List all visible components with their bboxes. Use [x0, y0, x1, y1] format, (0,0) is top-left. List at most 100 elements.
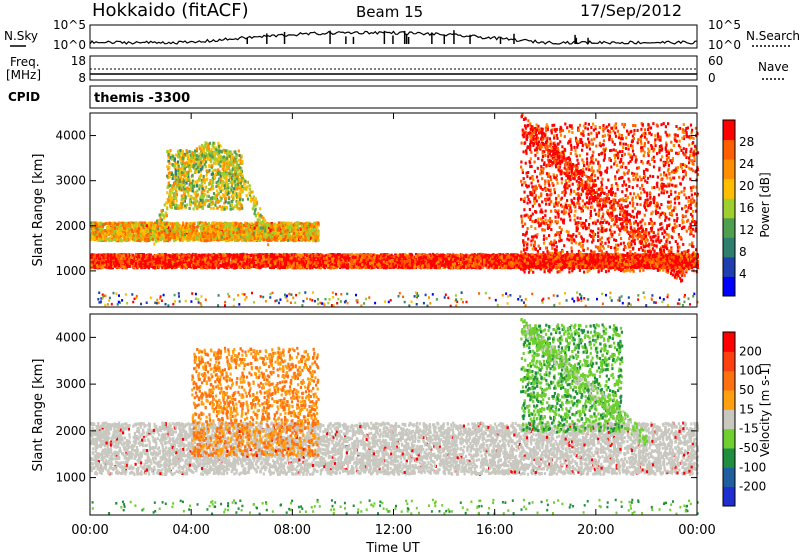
- data-cell: [214, 254, 217, 258]
- data-cell: [269, 265, 272, 269]
- freq-unit-label: [MHz]: [6, 68, 41, 82]
- data-cell: [511, 259, 514, 263]
- data-cell: [238, 254, 241, 258]
- data-cell: [494, 254, 497, 258]
- data-cell: [402, 263, 405, 267]
- data-cell: [673, 253, 676, 257]
- noise-tick-left-bottom: 10^0: [53, 38, 86, 52]
- data-cell: [509, 259, 512, 263]
- data-cell: [548, 266, 551, 270]
- data-cell: [467, 257, 470, 261]
- data-cell: [434, 264, 437, 268]
- data-cell: [121, 257, 124, 261]
- data-cell: [456, 262, 459, 266]
- data-cell: [239, 254, 242, 258]
- data-cell: [606, 259, 609, 263]
- data-cell: [503, 266, 506, 270]
- data-cell: [155, 265, 158, 269]
- data-cell: [693, 262, 696, 266]
- data-cell: [323, 258, 326, 262]
- data-cell: [426, 266, 429, 270]
- data-cell: [418, 259, 421, 263]
- nave-tick-top: 60: [708, 54, 723, 68]
- data-cell: [458, 260, 461, 263]
- data-cell: [681, 259, 684, 263]
- data-cell: [337, 258, 340, 262]
- data-cell: [441, 260, 445, 263]
- data-cell: [436, 263, 439, 267]
- data-cell: [604, 262, 607, 266]
- data-cell: [527, 259, 531, 262]
- data-cell: [461, 265, 464, 268]
- data-cell: [124, 266, 127, 270]
- nave-tick-bottom: 0: [708, 71, 716, 85]
- data-cell: [244, 255, 247, 259]
- data-cell: [477, 257, 480, 261]
- data-cell: [152, 255, 155, 259]
- data-cell: [538, 260, 541, 263]
- data-cell: [270, 264, 273, 268]
- data-cell: [495, 266, 498, 269]
- data-cell: [414, 262, 417, 266]
- data-cell: [176, 253, 179, 256]
- data-cell: [455, 260, 458, 264]
- data-cell: [632, 261, 636, 265]
- data-cell: [628, 252, 631, 256]
- data-cell: [314, 263, 317, 267]
- data-cell: [558, 258, 561, 262]
- data-cell: [203, 255, 206, 259]
- data-cell: [234, 266, 237, 270]
- data-cell: [212, 258, 215, 261]
- power-panel-bg: [90, 113, 697, 307]
- data-cell: [298, 253, 301, 257]
- data-cell: [393, 262, 396, 266]
- data-cell: [133, 260, 136, 264]
- data-cell: [477, 259, 480, 263]
- data-cell: [248, 256, 251, 260]
- data-cell: [631, 252, 634, 256]
- data-cell: [611, 258, 614, 262]
- data-cell: [571, 253, 574, 257]
- data-cell: [455, 261, 458, 265]
- data-cell: [636, 266, 639, 270]
- data-cell: [321, 254, 324, 258]
- data-cell: [164, 258, 167, 262]
- data-cell: [141, 253, 144, 256]
- freq-tick-top: 18: [71, 54, 86, 68]
- data-cell: [651, 262, 654, 266]
- data-cell: [561, 260, 564, 264]
- data-cell: [144, 255, 147, 259]
- data-cell: [304, 253, 307, 256]
- data-cell: [605, 262, 608, 266]
- data-cell: [398, 253, 401, 257]
- data-cell: [650, 265, 654, 269]
- data-cell: [633, 257, 636, 261]
- data-cell: [522, 256, 525, 260]
- data-cell: [516, 259, 519, 263]
- data-cell: [499, 265, 502, 269]
- data-cell: [196, 254, 199, 258]
- data-cell: [304, 260, 308, 264]
- data-cell: [457, 259, 460, 263]
- data-cell: [404, 254, 407, 258]
- data-cell: [308, 266, 312, 270]
- data-cell: [681, 254, 684, 258]
- data-cell: [242, 258, 245, 262]
- data-cell: [101, 254, 104, 258]
- data-cell: [254, 263, 258, 267]
- data-cell: [323, 265, 326, 269]
- data-cell: [453, 265, 457, 269]
- data-cell: [258, 255, 262, 259]
- data-cell: [606, 256, 609, 260]
- data-cell: [216, 263, 219, 266]
- power-cells: [90, 113, 700, 308]
- data-cell: [132, 253, 135, 257]
- data-cell: [245, 253, 249, 257]
- data-cell: [155, 260, 158, 264]
- data-cell: [415, 260, 418, 264]
- data-cell: [175, 257, 179, 261]
- data-cell: [116, 264, 119, 268]
- data-cell: [570, 265, 573, 269]
- data-cell: [368, 265, 371, 269]
